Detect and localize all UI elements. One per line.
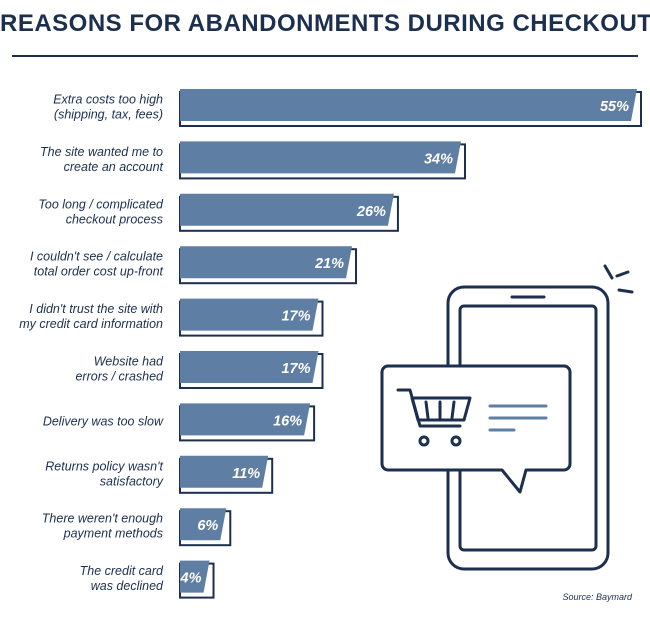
category-label: Too long / complicated checkout process [38,197,164,226]
bar [180,351,319,383]
shopping-cart-icon [396,388,472,447]
bar-value-label: 6% [197,518,218,534]
bar-value-label: 21% [314,256,344,272]
category-label: Delivery was too slow [43,414,164,428]
category-label: I couldn't see / calculate total order co… [30,250,164,279]
category-label: Website had errors / crashed [75,355,164,384]
bar [180,246,353,279]
speech-bubble-icon [380,364,572,494]
text-lines-icon [488,404,548,432]
bars-group: 55% Extra costs too high (shipping, tax, f… [19,89,642,599]
chart-title: REASONS FOR ABANDONMENTS DURING CHECKOUT [0,10,650,37]
bar-value-label: 16% [273,413,302,429]
category-label: Extra costs too high (shipping, tax, fees… [53,93,163,122]
bar [180,403,311,436]
bar [180,193,394,226]
category-label: There weren't enough payment methods [42,512,163,541]
category-label: Returns policy wasn't satisfactory [45,459,163,488]
bar-value-label: 55% [600,99,629,115]
bar-value-label: 17% [281,309,310,325]
title-divider [12,55,638,57]
bar-value-label: 26% [356,204,386,220]
category-label: The credit card was declined [80,564,164,593]
bar [180,141,461,174]
bar-value-label: 4% [180,571,202,587]
category-label: The site wanted me to create an account [40,145,164,174]
bar-value-label: 34% [424,151,453,167]
bar [180,298,319,331]
source-note: Source: Baymard [562,592,632,602]
bar-value-label: 11% [232,466,260,482]
bar [180,455,269,488]
category-label: I didn't trust the site with my credit ca… [19,302,163,331]
notification-rays-icon [603,264,634,294]
bar-value-label: 17% [281,361,310,377]
bar [180,89,637,121]
bar [180,508,227,541]
bar [180,560,210,593]
